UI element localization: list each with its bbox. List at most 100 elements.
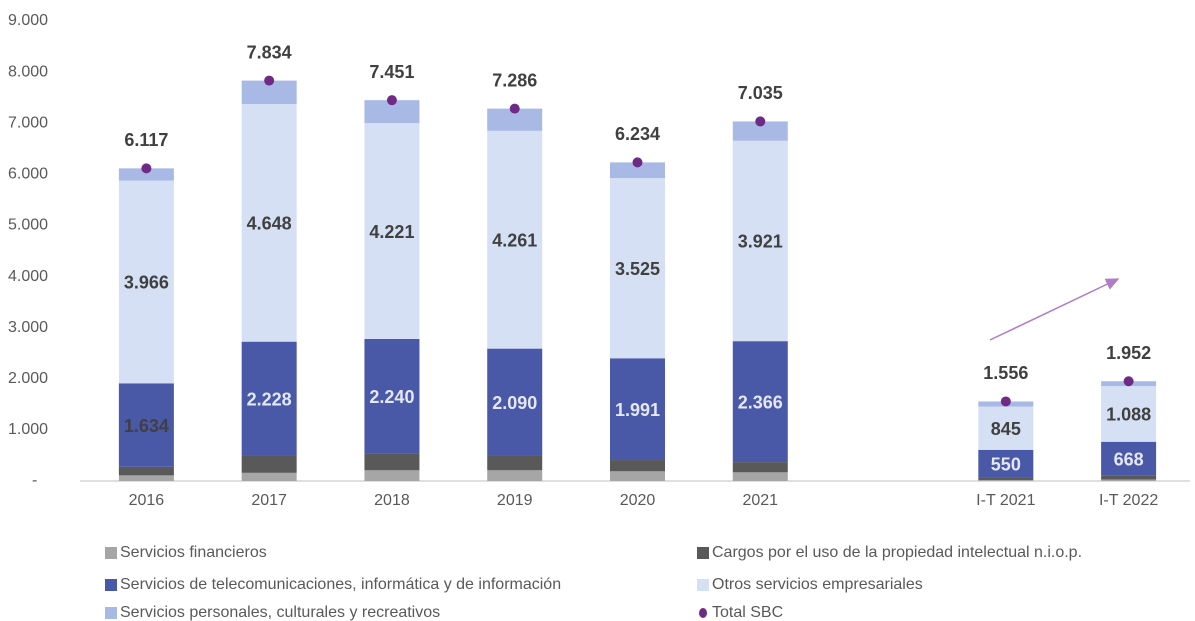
total-label: 7.035 [738, 83, 783, 103]
total-dot [1123, 376, 1134, 387]
legend-swatch [105, 607, 117, 619]
value-label: 2.240 [369, 387, 414, 407]
x-tick-label: 2019 [497, 492, 533, 509]
total-dot [509, 103, 520, 114]
x-tick-label: 2020 [620, 492, 656, 509]
y-tick-label: 7.000 [8, 114, 48, 131]
bar-segment [732, 121, 788, 141]
total-label: 6.234 [615, 124, 660, 144]
legend-label: Servicios personales, culturales y recre… [120, 604, 440, 621]
bar-segment [364, 338, 420, 454]
y-tick-label: 6.000 [8, 166, 48, 183]
y-tick-label: - [32, 472, 37, 489]
value-label: 550 [991, 455, 1021, 475]
bar-segment [732, 140, 788, 342]
value-label: 2.366 [738, 392, 783, 412]
bar-segment [487, 470, 543, 481]
legend-label: Total SBC [712, 604, 783, 621]
total-label: 6.117 [124, 130, 168, 150]
y-tick-label: 1.000 [8, 421, 48, 438]
legend-label: Servicios financieros [120, 544, 267, 561]
value-label: 4.261 [492, 230, 537, 250]
value-label: 3.921 [738, 232, 783, 252]
legend-swatch [697, 547, 709, 559]
value-label: 1.991 [615, 400, 660, 420]
legend-swatch [105, 579, 117, 591]
total-dot [386, 95, 397, 106]
value-label: 1.088 [1106, 405, 1151, 425]
x-tick-label: 2017 [251, 492, 287, 509]
total-label: 1.556 [983, 363, 1028, 383]
value-label: 2.090 [492, 393, 537, 413]
x-tick-label: I-T 2021 [976, 492, 1035, 509]
bar-segment [1101, 475, 1157, 480]
y-tick-label: 3.000 [8, 319, 48, 336]
x-tick-label: 2018 [374, 492, 410, 509]
bar-segment [118, 180, 174, 384]
bar-segment [978, 477, 1034, 480]
bar-segment [732, 341, 788, 463]
bar-segment [610, 162, 665, 179]
bar-segment [610, 471, 665, 481]
total-label: 7.451 [369, 62, 414, 82]
x-tick-label: 2016 [129, 492, 165, 509]
value-label: 2.228 [247, 389, 292, 409]
bar-segment [364, 123, 420, 339]
total-label: 7.286 [492, 70, 537, 90]
x-tick-label: I-T 2022 [1099, 492, 1158, 509]
bar-segment [364, 453, 420, 471]
bar-segment [118, 475, 174, 481]
y-tick-label: 8.000 [8, 63, 48, 80]
bar-segment [610, 358, 665, 461]
bar-segment [978, 406, 1034, 450]
total-dot [1000, 396, 1011, 407]
bar-segment [978, 449, 1034, 478]
bar-segment [241, 472, 297, 481]
total-dot [755, 116, 766, 127]
value-label: 3.525 [615, 259, 660, 279]
legend-swatch [105, 547, 117, 559]
bar-segment [487, 348, 543, 456]
total-dot [264, 75, 275, 86]
bar-segment [241, 455, 297, 473]
bar-segment [732, 462, 788, 473]
x-tick-label: 2021 [742, 492, 778, 509]
bar-segment [1101, 441, 1157, 476]
bar-segment [118, 466, 174, 476]
y-tick-label: 5.000 [8, 217, 48, 234]
bar-segment [241, 104, 297, 342]
value-label: 668 [1114, 450, 1144, 470]
y-tick-label: 9.000 [8, 12, 48, 29]
bar-segment [487, 455, 543, 471]
legend-swatch [697, 579, 709, 591]
bar-segment [732, 472, 788, 481]
legend-swatch [699, 608, 707, 618]
bar-segment [241, 80, 297, 105]
value-label: 1.634 [124, 416, 169, 436]
bar-segment [978, 479, 1034, 481]
total-label: 7.834 [247, 42, 292, 62]
bar-segment [1101, 479, 1157, 481]
bar-segment [364, 100, 420, 124]
bar-segment [487, 130, 543, 349]
value-label: 845 [991, 419, 1021, 439]
bar-segment [1101, 386, 1157, 442]
total-dot [632, 157, 643, 168]
legend-label: Servicios de telecomunicaciones, informá… [120, 576, 561, 593]
total-label: 1.952 [1106, 343, 1151, 363]
total-dot [141, 163, 152, 174]
legend-label: Cargos por el uso de la propiedad intele… [712, 544, 1082, 561]
value-label: 3.966 [124, 273, 169, 293]
bar-segment [118, 168, 174, 181]
bar-segment [610, 460, 665, 472]
y-tick-label: 4.000 [8, 268, 48, 285]
legend-label: Otros servicios empresariales [712, 576, 923, 593]
y-tick-label: 2.000 [8, 370, 48, 387]
bar-segment [118, 383, 174, 467]
value-label: 4.221 [369, 222, 414, 242]
trend-arrow [989, 278, 1120, 341]
bar-segment [364, 470, 420, 481]
bar-segment [487, 108, 543, 131]
value-label: 4.648 [247, 214, 292, 234]
